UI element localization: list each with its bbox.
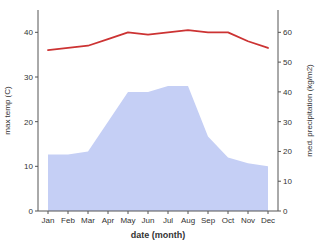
x-tick-label: Sep — [201, 216, 216, 225]
y2-tick-label: 40 — [283, 88, 292, 97]
y-tick-label: 30 — [24, 73, 33, 82]
y-axis-line — [38, 10, 39, 211]
x-tick — [268, 211, 269, 214]
x-tick — [88, 211, 89, 214]
x-tick — [108, 211, 109, 214]
x-tick-label: Jul — [163, 216, 173, 225]
y2-tick-label: 10 — [283, 177, 292, 186]
data — [48, 30, 268, 211]
y2-tick-label: 0 — [283, 207, 288, 216]
x-axis-label: date (month) — [131, 230, 186, 240]
y-tick — [35, 166, 38, 167]
x-axis-line — [38, 211, 278, 212]
x-tick — [188, 211, 189, 214]
x-tick-label: May — [120, 216, 135, 225]
y2-tick — [278, 32, 281, 33]
x-tick — [168, 211, 169, 214]
y2-tick-label: 20 — [283, 147, 292, 156]
y-tick — [35, 32, 38, 33]
y-tick-label: 10 — [24, 162, 33, 171]
y-tick-label: 40 — [24, 28, 33, 37]
x-tick — [148, 211, 149, 214]
area — [48, 86, 268, 211]
x-tick-label: Oct — [222, 216, 235, 225]
x-tick-label: Aug — [181, 216, 195, 225]
x-tick — [248, 211, 249, 214]
x-tick-label: Dec — [261, 216, 275, 225]
x-tick — [208, 211, 209, 214]
y2-tick-label: 60 — [283, 28, 292, 37]
y2-tick-label: 30 — [283, 118, 292, 127]
y2-tick — [278, 181, 281, 182]
chart-container: Jan Feb Mar Apr May Jun Jul Aug Sep Oct Nov Dec 0 10 2… — [0, 0, 318, 243]
y-tick-label: 20 — [24, 118, 33, 127]
y-tick-label: 0 — [29, 207, 34, 216]
x-tick — [68, 211, 69, 214]
x-tick-label: Jun — [142, 216, 155, 225]
y2-tick — [278, 151, 281, 152]
y2-axis-label: med. precipitation (kg/m2) — [305, 64, 314, 157]
x-tick-label: Apr — [102, 216, 115, 225]
y-tick — [35, 211, 38, 212]
x-tick-label: Jan — [42, 216, 55, 225]
y-tick — [35, 77, 38, 78]
y2-tick — [278, 62, 281, 63]
x-tick-label: Feb — [61, 216, 75, 225]
y2-tick — [278, 121, 281, 122]
line — [48, 30, 268, 50]
y2-tick — [278, 211, 281, 212]
x-tick — [228, 211, 229, 214]
x-tick — [128, 211, 129, 214]
x-tick-label: Mar — [81, 216, 95, 225]
x-tick — [48, 211, 49, 214]
y2-tick-label: 50 — [283, 58, 292, 67]
y-tick — [35, 121, 38, 122]
y2-tick — [278, 91, 281, 92]
axes: Jan Feb Mar Apr May Jun Jul Aug Sep Oct Nov Dec 0 10 2… — [24, 10, 292, 225]
chart: Jan Feb Mar Apr May Jun Jul Aug Sep Oct Nov Dec 0 10 2… — [0, 0, 318, 243]
x-tick-label: Nov — [241, 216, 255, 225]
y-axis-label: max temp (C) — [3, 86, 12, 135]
